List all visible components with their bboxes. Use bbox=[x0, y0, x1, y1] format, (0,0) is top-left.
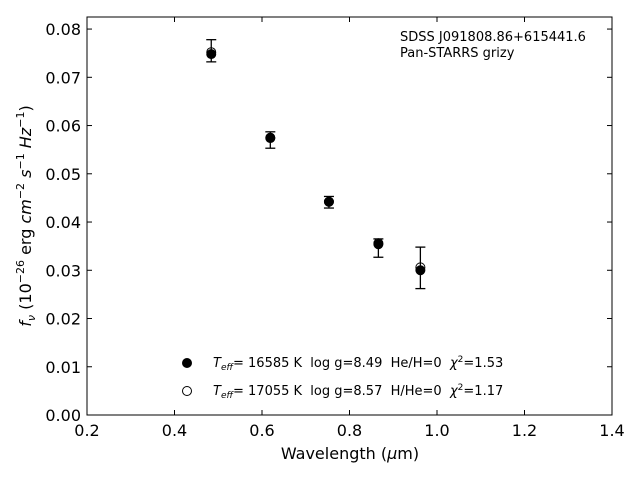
legend-chi-symbol: χ bbox=[449, 384, 459, 399]
axis-ticks bbox=[86, 17, 613, 416]
x-tick-label: 0.4 bbox=[162, 421, 187, 440]
x-axis-label: Wavelength (μm) bbox=[281, 444, 419, 463]
y-tick-label: 0.02 bbox=[45, 310, 81, 329]
x-tick-label: 0.6 bbox=[249, 421, 274, 440]
model-point-open bbox=[323, 196, 334, 207]
model-point-open bbox=[373, 238, 384, 249]
error-bars bbox=[206, 39, 426, 290]
annotation-subtitle: Pan-STARRS grizy bbox=[400, 46, 515, 61]
legend-teff-symbol: T bbox=[213, 384, 222, 399]
y-tick-label: 0.00 bbox=[45, 406, 81, 425]
legend-chi-symbol: χ bbox=[449, 356, 459, 371]
x-tick-label: 0.2 bbox=[74, 421, 99, 440]
legend-teff-subscript: eff bbox=[221, 363, 235, 373]
x-tick-label: 1.4 bbox=[599, 421, 624, 440]
model-point-filled bbox=[415, 265, 426, 276]
y-tick-label: 0.07 bbox=[45, 68, 81, 87]
y-tick-label: 0.04 bbox=[45, 213, 81, 232]
model-point-open bbox=[265, 133, 276, 144]
legend-params: = 17055 K log g=8.57 H/He=0 bbox=[233, 384, 450, 399]
y-tick-label: 0.01 bbox=[45, 358, 81, 377]
model-point-open bbox=[415, 262, 426, 273]
legend-label-filled: Teff= 16585 K log g=8.49 He/H=0 χ2=1.53 bbox=[213, 355, 503, 373]
legend-chi-superscript: 2 bbox=[458, 383, 464, 393]
legend-chi-value: =1.53 bbox=[463, 356, 503, 371]
y-tick-label: 0.03 bbox=[45, 261, 81, 280]
legend-chi-superscript: 2 bbox=[458, 355, 464, 365]
legend-params: = 16585 K log g=8.49 He/H=0 bbox=[233, 356, 450, 371]
model-point-filled bbox=[206, 49, 217, 60]
y-tick-label: 0.06 bbox=[45, 117, 81, 136]
y-tick-label: 0.05 bbox=[45, 165, 81, 184]
legend-label-open: Teff= 17055 K log g=8.57 H/He=0 χ2=1.17 bbox=[213, 383, 503, 401]
y-tick-label: 0.08 bbox=[45, 20, 81, 39]
annotation-title: SDSS J091808.86+615441.6 bbox=[400, 30, 586, 45]
y-axis-label: fν (10−26 erg cm−2 s−1 Hz−1) bbox=[14, 105, 38, 326]
legend-marker-filled bbox=[182, 358, 192, 368]
legend-chi-value: =1.17 bbox=[463, 384, 503, 399]
model-point-open bbox=[206, 47, 217, 58]
legend-marker-open bbox=[182, 386, 192, 396]
x-tick-label: 1.2 bbox=[512, 421, 537, 440]
x-tick-label: 0.8 bbox=[337, 421, 362, 440]
legend-teff-symbol: T bbox=[213, 356, 222, 371]
data-markers bbox=[206, 47, 426, 276]
legend-teff-subscript: eff bbox=[221, 391, 235, 401]
x-tick-label: 1.0 bbox=[424, 421, 449, 440]
legend: Teff= 16585 K log g=8.49 He/H=0 χ2=1.53 … bbox=[182, 355, 503, 401]
